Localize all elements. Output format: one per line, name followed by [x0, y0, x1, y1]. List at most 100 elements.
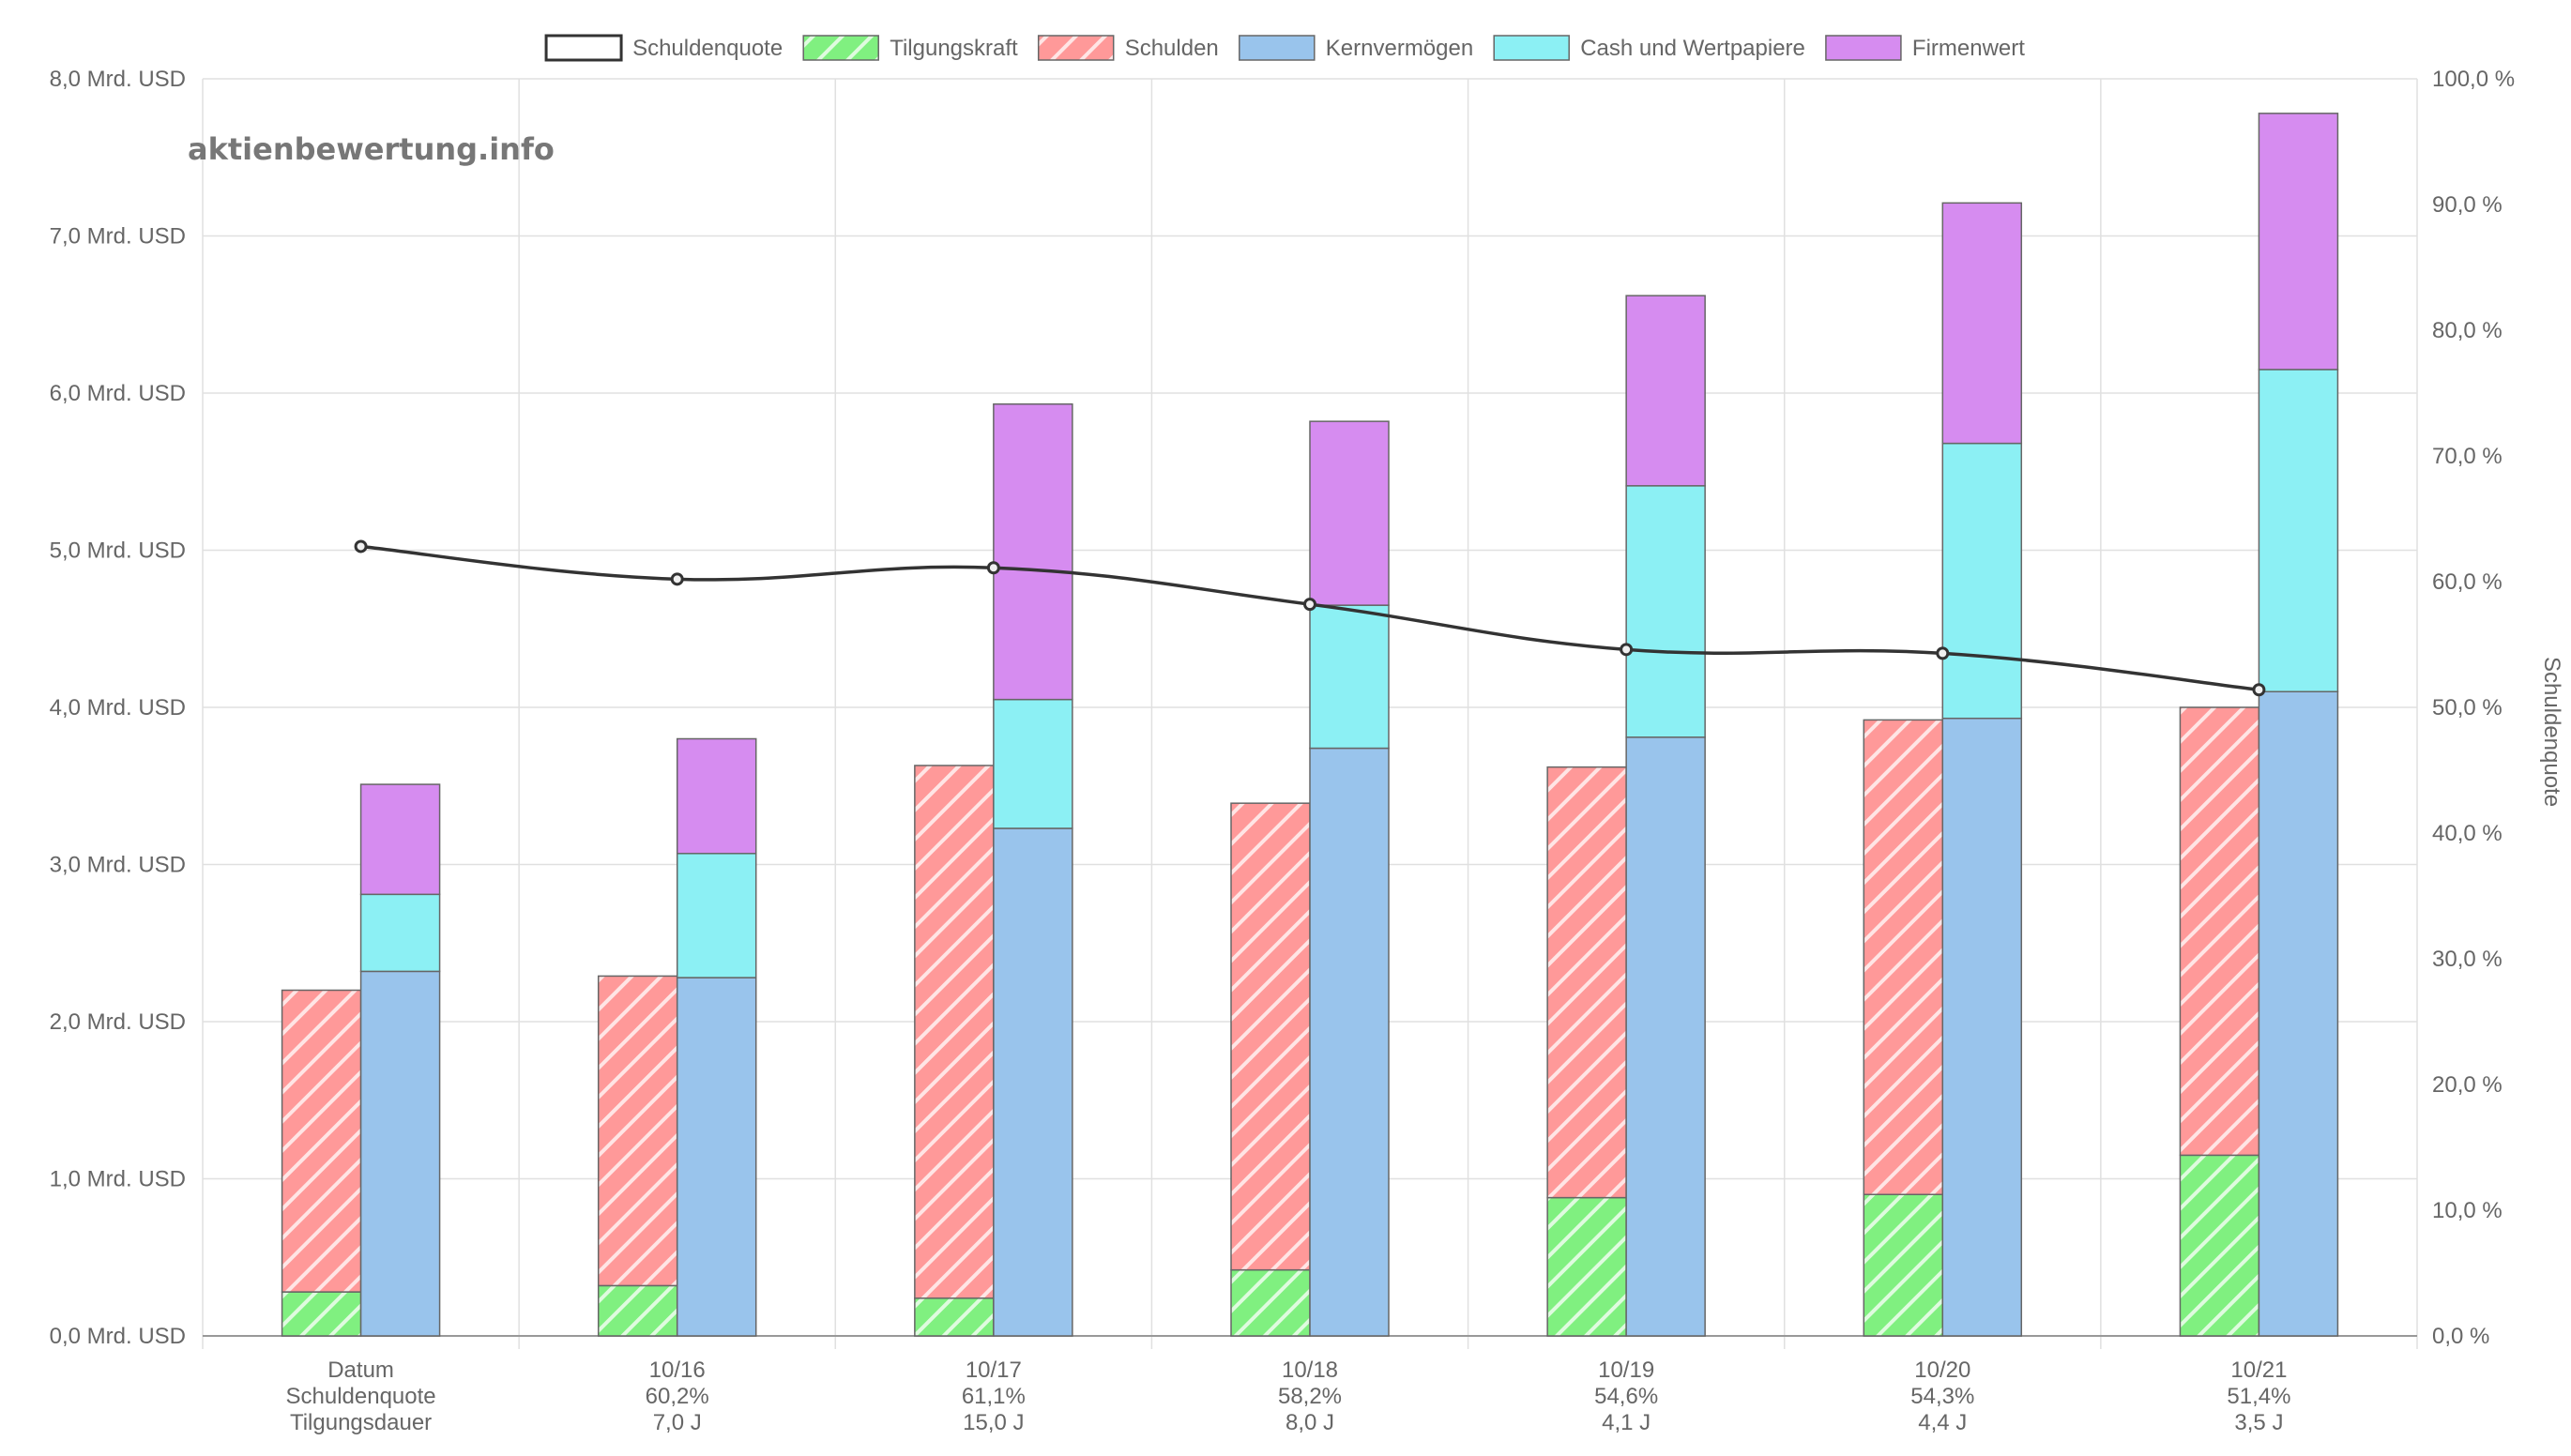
bar-assets-firmenwert[interactable]	[993, 402, 1073, 701]
legend-item-schulden[interactable]: Schulden	[1037, 35, 1219, 61]
bar-assets-kernvermoegen[interactable]	[993, 827, 1073, 1337]
schuldenquote-line	[354, 539, 2266, 697]
bar-debt-schulden[interactable]	[281, 989, 362, 1293]
bars	[281, 113, 2339, 1337]
left-axis-tick-label: 2,0 Mrd. USD	[50, 1009, 186, 1035]
legend-label: Tilgungskraft	[890, 36, 1018, 61]
legend-item-schuldenquote_line[interactable]: Schuldenquote	[544, 34, 783, 62]
right-axis-title: Schuldenquote	[2539, 657, 2564, 807]
x-axis-tick-label: 51,4%	[2227, 1384, 2290, 1409]
schuldenquote-point[interactable]	[1936, 646, 1950, 660]
x-axis-tick-label: 54,3%	[1910, 1384, 1974, 1409]
bar-debt-tilgungskraft[interactable]	[1546, 1196, 1627, 1337]
right-axis-tick-label: 100,0 %	[2432, 67, 2515, 92]
bar-debt-tilgungskraft[interactable]	[1863, 1193, 1944, 1337]
legend-item-firmenwert[interactable]: Firmenwert	[1825, 35, 2025, 61]
x-axis-tick-label: 10/21	[2230, 1357, 2287, 1383]
left-axis-tick-label: 6,0 Mrd. USD	[50, 381, 186, 406]
bar-debt-tilgungskraft[interactable]	[281, 1291, 362, 1337]
bar-assets-kernvermoegen[interactable]	[676, 977, 757, 1337]
legend-swatch	[1493, 35, 1570, 61]
x-axis-tick-label: Datum	[327, 1357, 394, 1383]
bar-assets-firmenwert[interactable]	[359, 783, 441, 896]
right-axis-tick-label: 10,0 %	[2432, 1198, 2503, 1223]
x-axis-tick-label: 8,0 J	[1286, 1410, 1334, 1435]
right-axis-tick-label: 50,0 %	[2432, 695, 2503, 720]
x-axis-tick-label: 60,2%	[646, 1384, 709, 1409]
right-axis-tick-label: 40,0 %	[2432, 821, 2503, 846]
legend-label: Kernvermögen	[1326, 36, 1473, 61]
bar-debt-tilgungskraft[interactable]	[1230, 1268, 1311, 1337]
schuldenquote-point[interactable]	[2252, 683, 2266, 697]
x-axis-tick-label: 61,1%	[962, 1384, 1026, 1409]
x-axis-tick-label: Tilgungsdauer	[290, 1410, 432, 1435]
bar-assets-kernvermoegen[interactable]	[1941, 717, 2023, 1337]
schuldenquote-point[interactable]	[1303, 598, 1316, 612]
bar-assets-firmenwert[interactable]	[1625, 295, 1706, 487]
bar-assets-kernvermoegen[interactable]	[1625, 736, 1706, 1337]
bar-assets-cash[interactable]	[1625, 485, 1706, 738]
x-axis-tick-label: 10/19	[1598, 1357, 1654, 1383]
bar-debt-schulden[interactable]	[914, 765, 995, 1299]
bar-debt-tilgungskraft[interactable]	[597, 1284, 678, 1337]
bar-assets-cash[interactable]	[993, 698, 1073, 829]
bar-debt-tilgungskraft[interactable]	[2179, 1154, 2260, 1337]
axes: 0,0 Mrd. USD 1,0 Mrd. USD 2,0 Mrd. USD 3,0 …	[50, 67, 2515, 1435]
x-axis-tick-label: 7,0 J	[653, 1410, 702, 1435]
x-axis-tick-label: 58,2%	[1278, 1384, 1342, 1409]
bar-assets-cash[interactable]	[1309, 604, 1390, 750]
left-axis-tick-label: 8,0 Mrd. USD	[50, 67, 186, 92]
bar-assets-kernvermoegen[interactable]	[2258, 690, 2339, 1337]
right-axis-tick-label: 20,0 %	[2432, 1072, 2503, 1098]
legend-swatch	[802, 35, 879, 61]
legend-label: Schulden	[1125, 36, 1219, 61]
x-axis-tick-label: 10/17	[966, 1357, 1022, 1383]
left-axis-tick-label: 5,0 Mrd. USD	[50, 538, 186, 564]
bar-assets-firmenwert[interactable]	[1309, 420, 1390, 606]
bar-assets-kernvermoegen[interactable]	[359, 970, 441, 1337]
bar-assets-firmenwert[interactable]	[1941, 202, 2023, 445]
x-axis-tick-label: 10/18	[1282, 1357, 1338, 1383]
x-axis-tick-label: Schuldenquote	[286, 1384, 436, 1409]
legend-swatch	[1825, 35, 1902, 61]
schuldenquote-point[interactable]	[354, 539, 368, 554]
legend-label: Firmenwert	[1912, 36, 2025, 61]
legend-label: Cash und Wertpapiere	[1580, 36, 1805, 61]
bar-debt-tilgungskraft[interactable]	[914, 1297, 995, 1337]
legend[interactable]: Schuldenquote Tilgungskraft Schulden Kernve…	[544, 34, 2025, 62]
bar-assets-kernvermoegen[interactable]	[1309, 747, 1390, 1337]
bar-assets-cash[interactable]	[1941, 442, 2023, 720]
left-axis-tick-label: 3,0 Mrd. USD	[50, 853, 186, 878]
bar-assets-firmenwert[interactable]	[2258, 113, 2339, 371]
bar-debt-schulden[interactable]	[1546, 766, 1627, 1199]
bar-debt-schulden[interactable]	[597, 975, 678, 1287]
x-axis-tick-label: 4,1 J	[1602, 1410, 1651, 1435]
right-axis-tick-label: 0,0 %	[2432, 1324, 2489, 1349]
x-axis-tick-label: 54,6%	[1594, 1384, 1658, 1409]
bar-assets-cash[interactable]	[676, 853, 757, 978]
bar-debt-schulden[interactable]	[1863, 719, 1944, 1196]
left-axis-tick-label: 7,0 Mrd. USD	[50, 224, 186, 250]
x-axis-tick-label: 10/20	[1914, 1357, 1970, 1383]
bar-assets-cash[interactable]	[2258, 369, 2339, 692]
right-axis-tick-label: 30,0 %	[2432, 947, 2503, 972]
bar-debt-schulden[interactable]	[1230, 802, 1311, 1271]
x-axis-tick-label: 10/16	[649, 1357, 706, 1383]
x-axis-tick-label: 4,4 J	[1918, 1410, 1967, 1435]
left-axis-tick-label: 0,0 Mrd. USD	[50, 1324, 186, 1349]
schuldenquote-point[interactable]	[1620, 643, 1634, 657]
left-axis-tick-label: 1,0 Mrd. USD	[50, 1167, 186, 1192]
bar-debt-schulden[interactable]	[2179, 706, 2260, 1157]
bar-assets-cash[interactable]	[359, 893, 441, 973]
legend-item-cash[interactable]: Cash und Wertpapiere	[1493, 35, 1805, 61]
schuldenquote-point[interactable]	[670, 572, 684, 586]
right-axis-tick-label: 60,0 %	[2432, 569, 2503, 595]
right-axis-tick-label: 70,0 %	[2432, 444, 2503, 469]
legend-label: Schuldenquote	[632, 36, 783, 61]
schuldenquote-point[interactable]	[986, 561, 1000, 575]
legend-item-tilgungskraft[interactable]: Tilgungskraft	[802, 35, 1018, 61]
legend-item-kernvermoegen[interactable]: Kernvermögen	[1239, 35, 1473, 61]
bar-assets-firmenwert[interactable]	[676, 737, 757, 855]
